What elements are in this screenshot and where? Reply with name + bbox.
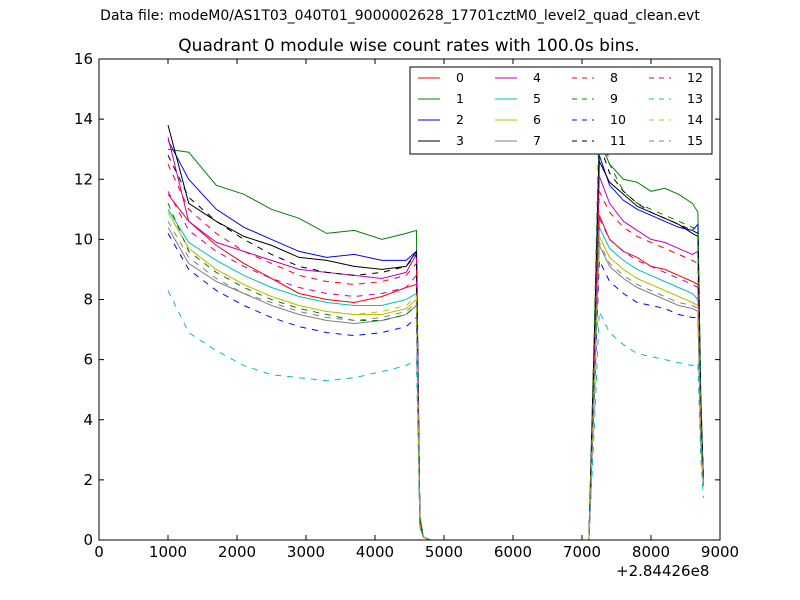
legend-label-7: 7	[533, 133, 541, 148]
y-tick-label: 12	[74, 170, 93, 188]
legend-label-13: 13	[687, 91, 703, 106]
legend-label-9: 9	[610, 91, 618, 106]
series-line-11	[167, 143, 704, 541]
y-tick-label: 0	[83, 531, 93, 549]
x-axis-offset-label: +2.84426e8	[616, 562, 710, 580]
x-axis-ticks: 0 1000 2000 3000 4000 5000 6000 7000 8000 9000	[94, 59, 739, 561]
legend-label-14: 14	[687, 112, 703, 127]
y-tick-label: 4	[83, 411, 93, 429]
legend-label-15: 15	[687, 133, 703, 148]
legend-label-6: 6	[533, 112, 541, 127]
legend-label-8: 8	[610, 70, 618, 85]
legend-box	[409, 66, 713, 155]
legend-label-12: 12	[687, 70, 703, 85]
series-line-3	[167, 124, 704, 541]
y-tick-label: 16	[74, 50, 93, 68]
x-tick-label: 4000	[356, 543, 394, 561]
y-tick-label: 2	[83, 471, 93, 489]
series-line-0	[167, 193, 704, 541]
series-line-7	[167, 227, 704, 541]
y-tick-label: 8	[83, 291, 93, 309]
y-tick-label: 10	[74, 230, 93, 248]
legend-label-2: 2	[456, 112, 464, 127]
x-tick-label: 6000	[494, 543, 532, 561]
series-line-10	[167, 233, 704, 541]
legend-label-3: 3	[456, 133, 464, 148]
legend-label-11: 11	[610, 133, 626, 148]
legend-label-1: 1	[456, 91, 464, 106]
x-tick-label: 8000	[632, 543, 670, 561]
series-line-12	[167, 191, 704, 541]
legend-label-10: 10	[610, 112, 626, 127]
series-line-6	[167, 212, 704, 541]
figure-suptitle: Data file: modeM0/AS1T03_040T01_90000026…	[100, 8, 700, 24]
legend-label-5: 5	[533, 91, 541, 106]
series-line-4	[167, 137, 704, 541]
legend-label-0: 0	[456, 70, 464, 85]
series-line-9	[167, 113, 704, 541]
x-tick-label: 3000	[287, 543, 325, 561]
series-line-2	[167, 139, 704, 541]
x-tick-label: 9000	[701, 543, 739, 561]
y-tick-label: 6	[83, 351, 93, 369]
series-lines	[167, 113, 704, 541]
y-tick-label: 14	[74, 110, 93, 128]
x-tick-label: 7000	[563, 543, 601, 561]
x-tick-label: 0	[94, 543, 104, 561]
x-tick-label: 5000	[425, 543, 463, 561]
series-line-13	[167, 290, 704, 541]
legend-label-4: 4	[533, 70, 541, 85]
x-tick-label: 1000	[149, 543, 187, 561]
chart-title: Quadrant 0 module wise count rates with …	[178, 36, 640, 56]
x-tick-label: 2000	[218, 543, 256, 561]
series-line-5	[167, 209, 704, 541]
series-line-14	[167, 212, 704, 541]
